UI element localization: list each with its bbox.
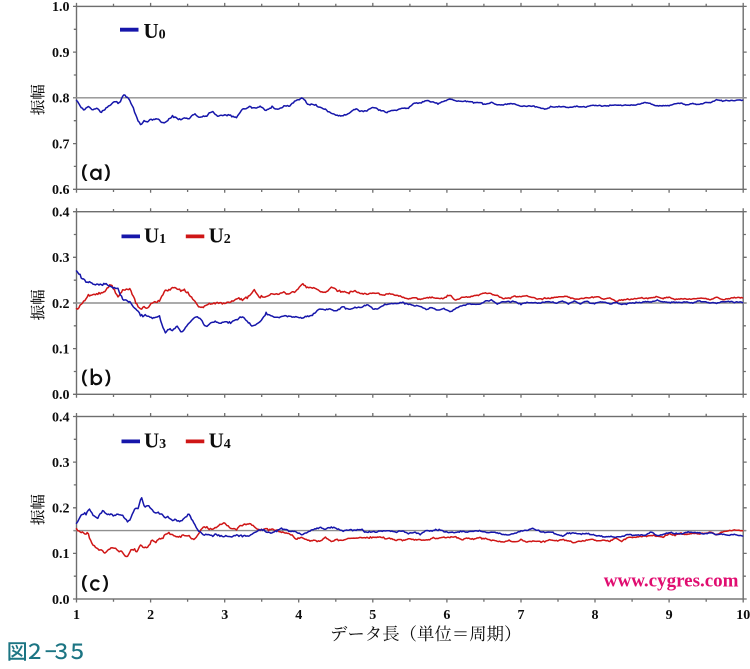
svg-text:0.2: 0.2 — [52, 502, 70, 517]
svg-text:0.4: 0.4 — [52, 410, 70, 425]
svg-text:0.4: 0.4 — [52, 206, 70, 221]
svg-text:5: 5 — [369, 608, 376, 623]
svg-text:0.9: 0.9 — [52, 46, 70, 61]
svg-text:6: 6 — [443, 608, 450, 623]
svg-text:0.0: 0.0 — [52, 388, 70, 403]
svg-text:1.0: 1.0 — [52, 0, 70, 15]
svg-text:10: 10 — [736, 608, 750, 623]
svg-text:0.8: 0.8 — [52, 92, 70, 107]
svg-text:0.2: 0.2 — [52, 297, 70, 312]
svg-text:9: 9 — [666, 608, 673, 623]
svg-text:0.7: 0.7 — [52, 137, 70, 152]
svg-text:1: 1 — [73, 608, 80, 623]
svg-text:0.3: 0.3 — [52, 251, 70, 266]
svg-text:8: 8 — [592, 608, 599, 623]
svg-text:3: 3 — [221, 608, 228, 623]
svg-text:4: 4 — [295, 608, 302, 623]
svg-text:www.cygres.com: www.cygres.com — [604, 571, 739, 592]
svg-text:0.0: 0.0 — [52, 593, 70, 608]
svg-text:0.1: 0.1 — [52, 547, 70, 562]
svg-text:0.6: 0.6 — [52, 183, 70, 198]
svg-text:0.3: 0.3 — [52, 456, 70, 471]
svg-text:0.1: 0.1 — [52, 342, 70, 357]
svg-text:7: 7 — [518, 608, 525, 623]
svg-text:2: 2 — [147, 608, 154, 623]
